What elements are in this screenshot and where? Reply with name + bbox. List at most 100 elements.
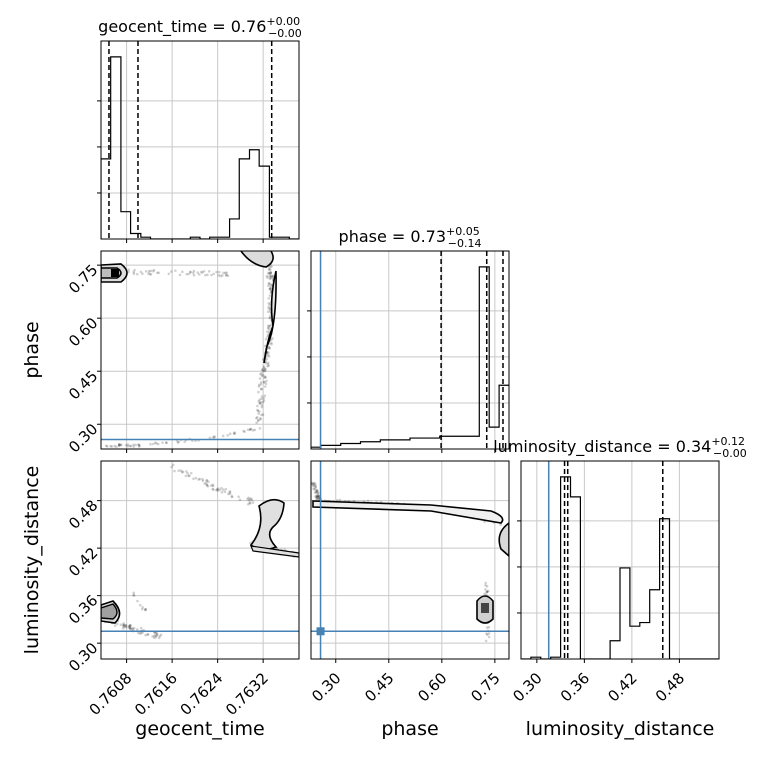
sample-point [268, 347, 272, 350]
sample-point [132, 594, 136, 597]
y-axis-label-phase: phase [21, 321, 43, 378]
sample-point [311, 482, 315, 486]
sample-point [315, 498, 319, 501]
sample-point [121, 627, 125, 630]
sample-point [267, 364, 270, 367]
x-tick-label: 0.36 [557, 669, 593, 705]
sample-point [267, 305, 271, 309]
sample-point [117, 444, 121, 447]
y-tick-label: 0.36 [65, 591, 101, 627]
sample-point [499, 523, 502, 527]
sample-point [120, 443, 123, 447]
x-tick-label: 0.7608 [86, 669, 136, 719]
sample-point [228, 490, 231, 494]
sample-point [311, 484, 315, 488]
histogram-luminosity_distance [521, 476, 719, 659]
sample-point [237, 495, 240, 499]
grid-layer [101, 41, 719, 659]
sample-point [151, 442, 155, 446]
sample-point [314, 491, 317, 495]
sample-point [267, 281, 271, 285]
sample-point [266, 330, 269, 333]
sample-point [269, 276, 273, 280]
sample-point [156, 442, 160, 446]
sample-point [185, 470, 188, 473]
sample-point [152, 268, 156, 272]
x-axis-label-phase: phase [381, 718, 438, 740]
sample-point [314, 495, 318, 498]
sample-point [200, 270, 203, 274]
sample-point [256, 404, 259, 408]
sample-point [149, 269, 153, 273]
sample-point [122, 622, 125, 625]
sample-point [316, 496, 320, 500]
sample-point [154, 635, 157, 639]
sample-point [192, 273, 196, 277]
sample-point [125, 625, 128, 629]
sample-point [117, 443, 121, 446]
title-plus: +0.00 [266, 15, 300, 28]
sample-point [228, 492, 232, 496]
sample-point [131, 626, 134, 630]
sample-point [176, 441, 180, 444]
sample-point [258, 377, 262, 380]
title-minus: −0.00 [268, 27, 302, 40]
sample-point [246, 428, 250, 432]
sample-point [317, 495, 321, 499]
sample-point [263, 380, 266, 384]
sample-point [268, 272, 272, 276]
sample-point [135, 628, 139, 631]
sample-point [197, 273, 201, 276]
sample-point [266, 326, 270, 330]
sample-point [153, 634, 156, 637]
sample-point [246, 497, 249, 501]
sample-point [259, 382, 263, 386]
sample-point [316, 491, 320, 495]
sample-point [487, 632, 491, 635]
sample-point [366, 499, 370, 503]
sample-point [201, 477, 204, 481]
sample-point [269, 271, 272, 274]
sample-point [224, 273, 228, 277]
sample-point [267, 271, 270, 275]
sample-point [486, 633, 489, 636]
sample-point [110, 445, 114, 448]
sample-point [271, 337, 274, 340]
title-minus: −0.00 [713, 447, 747, 460]
sample-point [155, 633, 159, 636]
title-minus: −0.14 [448, 237, 482, 250]
sample-point [263, 369, 266, 373]
sample-point [316, 491, 320, 495]
panel-frame-2-1 [310, 460, 510, 660]
sample-point [215, 487, 219, 491]
sample-point [224, 487, 228, 491]
sample-point [268, 268, 272, 271]
sample-point [119, 623, 123, 626]
sample-point [127, 625, 131, 628]
sample-point [177, 440, 181, 444]
title-name: geocent_time [98, 17, 207, 37]
sample-point [243, 430, 246, 434]
sample-point [177, 469, 180, 473]
truth-marker [316, 627, 325, 636]
sample-point [216, 487, 220, 490]
sample-point [147, 272, 150, 275]
sample-point [146, 633, 150, 636]
sample-point [117, 443, 121, 446]
y-tick-label: 0.75 [65, 261, 101, 297]
sample-point [260, 387, 263, 391]
sample-point [216, 489, 219, 492]
sample-point [149, 442, 152, 446]
sample-point [211, 483, 214, 486]
sample-point [186, 472, 189, 475]
sample-point [132, 593, 135, 597]
sample-point [154, 631, 157, 635]
sample-point [257, 418, 260, 422]
sample-point [269, 265, 272, 269]
x-axis-label-luminosity-distance: luminosity_distance [526, 718, 715, 740]
sample-point [315, 489, 319, 492]
sample-point [266, 335, 269, 339]
sample-point [484, 584, 487, 587]
sample-point [315, 490, 319, 494]
sample-point [267, 355, 271, 358]
